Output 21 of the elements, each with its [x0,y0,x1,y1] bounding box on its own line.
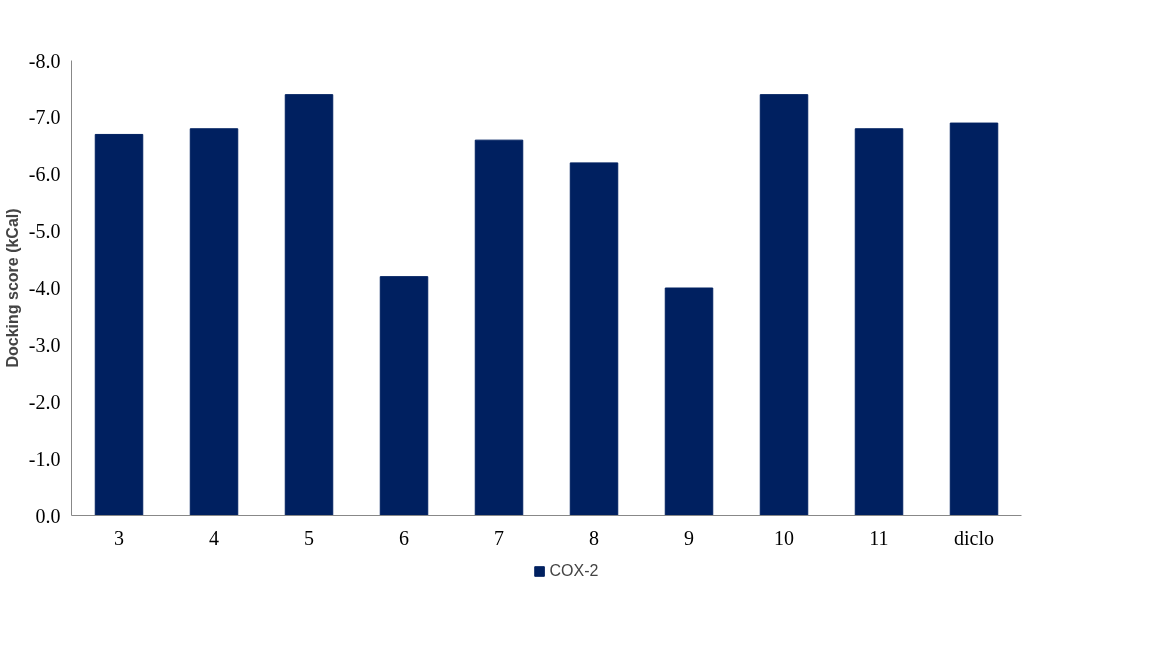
legend-label: COX-2 [549,562,599,580]
y-tick-label: -4.0 [28,277,61,299]
x-tick-label: 8 [589,526,599,549]
y-tick-label: 0.0 [35,504,61,527]
y-tick-label: -5.0 [28,220,61,243]
y-tick-label: -3.0 [28,333,61,356]
y-axis-title: Docking score (kCal) [3,208,21,368]
y-tick-label: -7.0 [28,106,61,129]
x-tick-label: diclo [954,526,994,549]
x-tick-label: 3 [114,526,124,549]
x-tick-label: 10 [774,526,794,549]
y-tick-label: -8.0 [28,49,61,72]
x-tick-label: 6 [399,526,409,549]
x-tick-label: 4 [209,526,219,549]
x-tick-label: 5 [304,526,314,549]
y-tick-label: -1.0 [28,447,61,470]
x-tick-label: 11 [869,526,889,549]
y-tick-label: -2.0 [28,390,61,413]
y-tick-label: -6.0 [28,163,61,186]
x-tick-label: 7 [494,526,504,549]
x-tick-label: 9 [684,526,694,549]
